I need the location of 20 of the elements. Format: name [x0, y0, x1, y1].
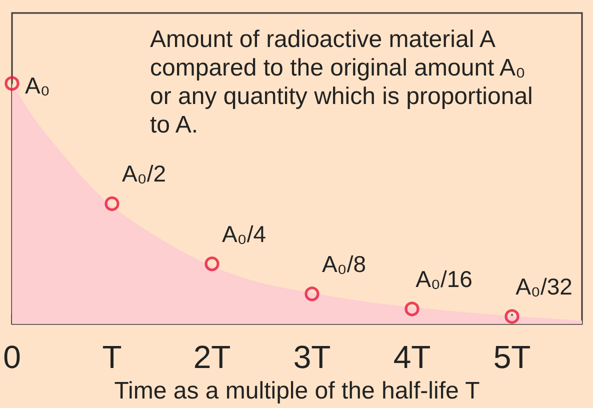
x-tick-label: 3T [293, 339, 331, 375]
x-tick-label: 5T [493, 339, 531, 375]
x-tick-label: T [102, 339, 122, 375]
point [204, 256, 220, 272]
annotation: A₀ [25, 72, 50, 98]
point [504, 309, 520, 324]
x-tick-label: 0 [3, 339, 21, 375]
point [104, 196, 120, 212]
annotation: A₀/16 [416, 266, 472, 292]
x-tick-label: 2T [193, 339, 231, 375]
annotation: A₀/8 [322, 250, 366, 277]
annotation: A₀/32 [516, 273, 572, 300]
chart-title: Amount of radioactive material A compared to the original amount A₀ or any quantity which is proportional to A. [150, 26, 533, 138]
point [404, 302, 420, 316]
point [4, 76, 20, 91]
x-tick-label: 4T [393, 339, 431, 375]
annotation: A₀/2 [122, 160, 166, 187]
x-axis-title: Time as a multiple of the half-life T [114, 378, 480, 404]
point [304, 286, 320, 302]
annotation: A₀/4 [222, 220, 266, 247]
